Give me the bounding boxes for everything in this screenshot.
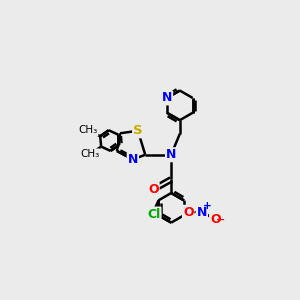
Text: N: N	[162, 92, 172, 104]
Text: −: −	[216, 215, 226, 225]
Text: O: O	[210, 213, 221, 226]
Text: CH₃: CH₃	[78, 125, 98, 136]
Text: O: O	[183, 206, 194, 219]
Text: Cl: Cl	[147, 208, 161, 220]
Text: N: N	[166, 148, 176, 161]
Text: S: S	[133, 124, 143, 137]
Text: N: N	[196, 206, 207, 219]
Text: O: O	[148, 183, 159, 196]
Text: +: +	[203, 201, 212, 212]
Text: CH₃: CH₃	[80, 149, 100, 159]
Text: N: N	[128, 153, 138, 166]
